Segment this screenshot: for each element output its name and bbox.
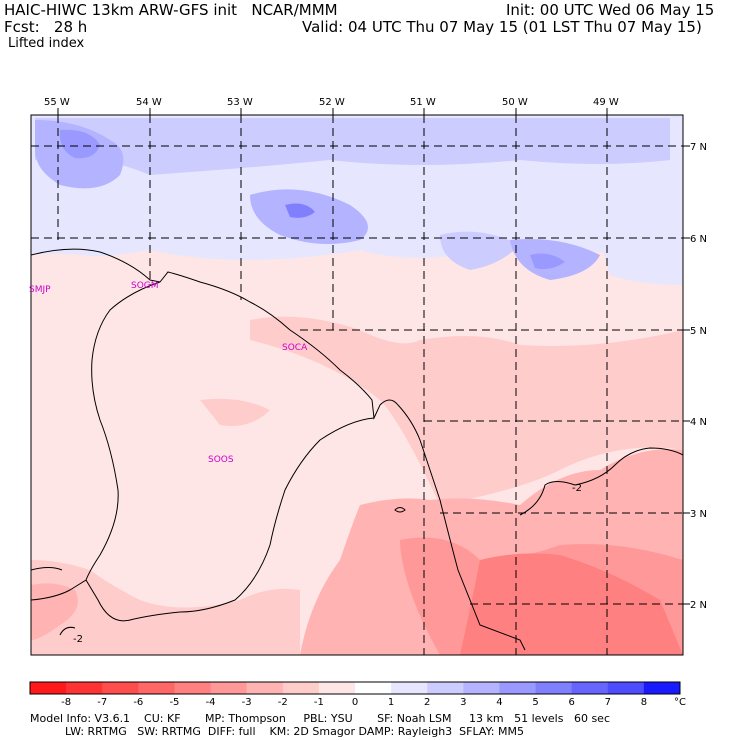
colorbar-swatch	[499, 682, 537, 694]
map-frame	[30, 114, 684, 656]
colorbar-tick-label: -7	[97, 697, 107, 708]
colorbar-tick-label: -3	[242, 697, 252, 708]
lon-label: 54 W	[136, 97, 162, 108]
station-labels: SMJP SOGM SOCA SOOS	[29, 281, 308, 465]
lat-label: 2 N	[690, 600, 707, 611]
colorbar-tick-label: 1	[388, 697, 394, 708]
colorbar-frame	[29, 681, 681, 695]
colorbar-swatch	[246, 682, 284, 694]
field-name: Lifted index	[8, 36, 85, 51]
model-title: HAIC-HIWC 13km ARW-GFS init NCAR/MMM	[4, 1, 338, 19]
lat-label: 3 N	[690, 509, 707, 520]
colorbar-tick-label: -2	[278, 697, 288, 708]
colorbar-tick-label: -6	[133, 697, 143, 708]
colorbar-swatch	[30, 682, 67, 694]
forecast-hour: Fcst: 28 h	[4, 18, 88, 36]
colorbar-swatch	[174, 682, 212, 694]
colorbar-swatch	[355, 682, 392, 694]
lat-labels: 7 N 6 N 5 N 4 N 3 N 2 N	[690, 142, 707, 611]
station-label: SOCA	[282, 343, 308, 353]
colorbar-tick-label: -1	[314, 697, 324, 708]
contour-label: -2	[572, 483, 582, 494]
colorbar-swatch	[318, 682, 356, 694]
init-time: Init: 00 UTC Wed 06 May 15	[506, 1, 715, 19]
colorbar-swatch	[463, 682, 500, 694]
lon-label: 55 W	[44, 97, 70, 108]
colorbar-tick-label: 3	[460, 697, 466, 708]
contour-lines	[59, 447, 683, 636]
model-info-line2: LW: RRTMG SW: RRTMG DIFF: full KM: 2D Sm…	[30, 725, 524, 738]
colorbar-unit: °C	[674, 697, 686, 708]
model-info-line1: Model Info: V3.6.1 CU: KF MP: Thompson P…	[30, 712, 610, 725]
lat-label: 6 N	[690, 234, 707, 245]
lat-label: 5 N	[690, 326, 707, 337]
station-label: SMJP	[29, 285, 51, 295]
lon-label: 51 W	[410, 97, 436, 108]
lat-label: 4 N	[690, 417, 707, 428]
colorbar-tick-label: 2	[424, 697, 430, 708]
colorbar-tick-label: 8	[641, 697, 647, 708]
colorbar-swatch	[138, 682, 175, 694]
top-ticks	[57, 108, 690, 605]
lon-label: 50 W	[502, 97, 528, 108]
colorbar-swatch	[391, 682, 428, 694]
coastline	[31, 248, 526, 651]
colorbar-swatch	[427, 682, 464, 694]
colorbar-tick-label: 0	[352, 697, 358, 708]
colorbar-tick-label: 6	[568, 697, 574, 708]
colorbar-swatch	[210, 682, 248, 694]
lon-label: 52 W	[319, 97, 345, 108]
lon-label: 53 W	[227, 97, 253, 108]
colorbar-swatch	[607, 682, 645, 694]
colorbar-tick-label: -4	[206, 697, 216, 708]
lat-label: 7 N	[690, 142, 707, 153]
colorbar-tick-label: -8	[61, 697, 71, 708]
colorbar-tick-label: 7	[605, 697, 611, 708]
colorbar	[29, 681, 681, 695]
lon-label: 49 W	[593, 97, 619, 108]
colorbar-swatch	[102, 682, 139, 694]
valid-time: Valid: 04 UTC Thu 07 May 15 (01 LST Thu …	[302, 18, 702, 36]
colorbar-swatch	[535, 682, 573, 694]
lat-lon-grid	[31, 115, 683, 655]
colorbar-swatch	[571, 682, 609, 694]
colorbar-tick-label: 4	[496, 697, 502, 708]
contour-label: -2	[73, 634, 83, 645]
colorbar-tick-label: 5	[532, 697, 538, 708]
map-field	[31, 115, 683, 655]
lon-labels: 55 W 54 W 53 W 52 W 51 W 50 W 49 W	[44, 97, 619, 108]
colorbar-swatch	[66, 682, 103, 694]
contour-labels: -2 -2	[73, 483, 582, 645]
colorbar-tick-label: -5	[169, 697, 179, 708]
station-label: SOGM	[131, 281, 159, 291]
station-label: SOOS	[208, 455, 234, 465]
colorbar-labels: -8 -7 -6 -5 -4 -3 -2 -1 0 1 2 3 4 5 6 7 8	[61, 697, 647, 708]
colorbar-swatch	[643, 682, 681, 694]
colorbar-swatch	[282, 682, 320, 694]
